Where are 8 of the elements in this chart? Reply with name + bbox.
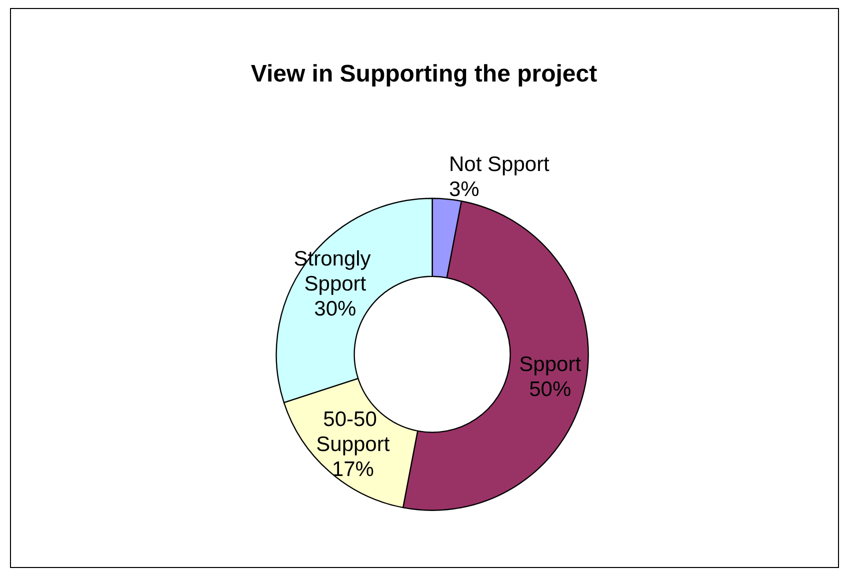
slice-label: Not Spport (449, 153, 550, 176)
slice-label: Spport (519, 352, 582, 376)
data-label: 3% (449, 178, 480, 202)
data-label: 17% (332, 458, 374, 481)
slice-label: 50-50 Support (316, 408, 390, 456)
chart-title: View in Supporting the project (250, 60, 598, 88)
data-label: 50% (529, 378, 572, 401)
data-label: 30% (314, 297, 356, 320)
